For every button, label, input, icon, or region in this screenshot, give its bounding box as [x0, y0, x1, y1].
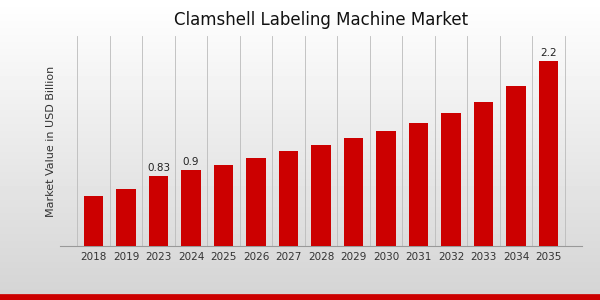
- Bar: [376, 131, 396, 246]
- Bar: [181, 170, 201, 246]
- Bar: [116, 189, 136, 246]
- Text: 2.2: 2.2: [540, 48, 557, 58]
- Bar: [246, 158, 266, 246]
- Bar: [84, 196, 103, 246]
- Text: 0.9: 0.9: [183, 157, 199, 167]
- Bar: [409, 122, 428, 246]
- Bar: [311, 145, 331, 246]
- Bar: [539, 61, 558, 246]
- Bar: [506, 86, 526, 246]
- Bar: [214, 164, 233, 246]
- Y-axis label: Market Value in USD Billion: Market Value in USD Billion: [46, 65, 56, 217]
- Bar: [344, 139, 363, 246]
- Bar: [441, 113, 461, 246]
- Bar: [279, 151, 298, 246]
- Title: Clamshell Labeling Machine Market: Clamshell Labeling Machine Market: [174, 11, 468, 29]
- Text: 0.83: 0.83: [147, 163, 170, 173]
- Bar: [474, 101, 493, 246]
- Bar: [149, 176, 168, 246]
